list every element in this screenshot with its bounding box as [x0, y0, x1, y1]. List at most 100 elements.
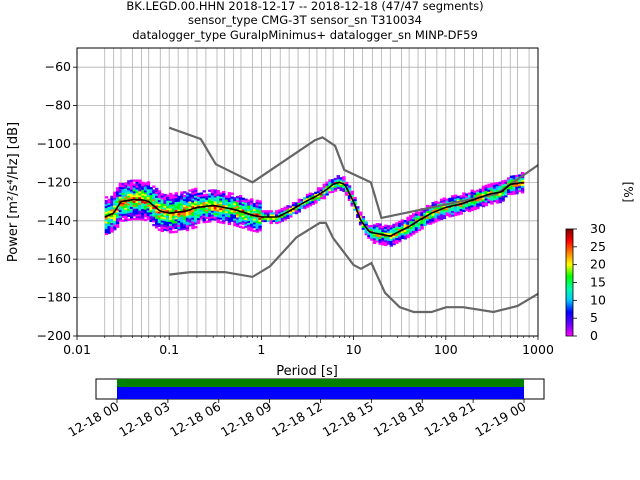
density-cell — [498, 195, 502, 198]
density-cell — [406, 220, 410, 223]
density-cell — [216, 213, 220, 216]
density-cell — [121, 190, 125, 193]
density-cell — [434, 218, 438, 221]
density-cell — [177, 205, 181, 208]
density-cell — [479, 198, 483, 201]
density-cell — [272, 217, 276, 221]
density-cell — [169, 194, 173, 197]
density-cell — [222, 208, 226, 211]
density-cell — [403, 221, 407, 225]
density-cell — [216, 195, 220, 199]
density-cell — [110, 195, 114, 198]
density-cell — [213, 195, 218, 198]
density-cell — [110, 216, 114, 220]
density-cell — [331, 179, 335, 182]
density-cell — [230, 200, 234, 203]
density-cell — [294, 204, 299, 207]
density-cell — [166, 206, 170, 209]
density-cell — [518, 185, 522, 189]
density-cell — [241, 226, 245, 229]
density-cell — [400, 234, 405, 238]
density-cell — [129, 185, 134, 188]
density-cell — [414, 217, 419, 220]
density-cell — [194, 201, 198, 204]
density-cell — [191, 188, 195, 191]
density-cell — [219, 207, 223, 211]
x-tick-label: 100 — [434, 342, 458, 357]
density-cell — [157, 213, 162, 216]
density-cell — [177, 222, 181, 225]
density-cell — [277, 213, 282, 216]
density-cell — [342, 187, 346, 191]
density-cell — [188, 220, 192, 223]
density-cell — [183, 191, 187, 194]
density-cell — [185, 215, 190, 218]
y-tick-label: −140 — [37, 213, 71, 228]
density-cell — [121, 192, 125, 195]
density-cell — [495, 197, 500, 200]
density-cell — [152, 202, 156, 206]
density-cell — [216, 191, 220, 195]
density-cell — [493, 186, 497, 189]
density-cell — [115, 225, 120, 228]
density-cell — [345, 193, 349, 196]
density-cell — [426, 210, 430, 213]
density-cell — [400, 227, 405, 230]
density-cell — [437, 211, 441, 214]
density-cell — [183, 196, 187, 200]
y-tick-label: −60 — [45, 59, 71, 74]
y-tick-label: −80 — [45, 98, 71, 113]
density-cell — [459, 210, 463, 213]
density-cell — [135, 179, 139, 182]
density-cell — [110, 230, 114, 233]
density-cell — [250, 198, 254, 201]
density-cell — [166, 219, 170, 222]
density-cell — [183, 206, 187, 209]
density-cell — [138, 179, 142, 182]
density-cell — [171, 209, 176, 213]
density-cell — [135, 183, 139, 186]
density-cell — [177, 197, 181, 200]
density-cell — [124, 196, 128, 199]
density-cell — [361, 219, 366, 223]
density-cell — [470, 195, 474, 198]
density-cell — [191, 204, 195, 207]
density-cell — [224, 214, 229, 217]
density-cell — [493, 196, 497, 199]
density-cell — [191, 196, 195, 199]
density-cell — [409, 228, 413, 231]
density-cell — [520, 179, 525, 182]
density-cell — [442, 209, 447, 212]
density-cell — [247, 222, 251, 225]
density-cell — [465, 206, 469, 210]
density-cell — [392, 242, 396, 246]
density-cell — [372, 234, 377, 237]
density-cell — [160, 208, 164, 211]
density-cell — [238, 214, 243, 217]
density-cell — [236, 205, 240, 208]
density-cell — [183, 221, 187, 225]
density-cell — [378, 223, 382, 226]
density-cell — [236, 201, 240, 205]
density-cell — [372, 226, 377, 229]
density-cell — [244, 221, 248, 224]
density-cell — [110, 209, 114, 212]
density-cell — [462, 192, 466, 195]
density-cell — [277, 220, 282, 224]
x-tick-label: 0.01 — [63, 342, 91, 357]
density-cell — [157, 195, 162, 199]
density-cell — [484, 196, 488, 199]
density-cell — [305, 205, 310, 208]
density-cell — [219, 192, 223, 195]
density-cell — [389, 244, 393, 247]
density-cell — [501, 185, 505, 189]
density-cell — [490, 196, 494, 199]
density-cell — [118, 184, 123, 187]
density-cell — [364, 233, 368, 236]
density-cell — [389, 229, 393, 232]
density-cell — [241, 218, 245, 222]
density-cell — [445, 208, 449, 211]
density-cell — [283, 210, 287, 213]
density-cell — [227, 219, 232, 222]
density-cell — [434, 206, 438, 209]
